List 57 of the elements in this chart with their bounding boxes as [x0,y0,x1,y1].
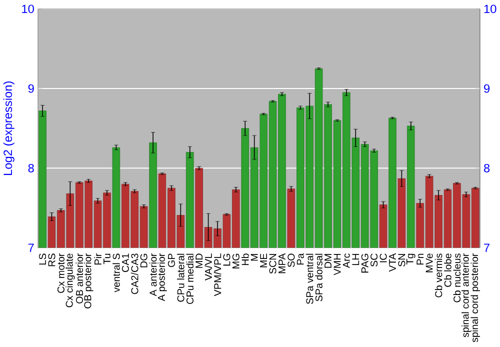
x-tick-label: VMH [334,254,341,276]
x-tick-label: SN [398,254,406,267]
y-tick-label: 7 [28,244,34,252]
x-tick-label: IC [380,254,387,262]
x-tick-label: SPa dorsal [315,254,322,302]
x-tick-label: LS [39,254,46,265]
x-tick-label: VPM/VPL [214,254,222,296]
x-tick-label: DG [140,254,148,268]
x-tick-label: Pa [296,253,304,265]
x-tick-label: SCN [269,254,276,274]
x-tick-label: spinal cord posterior [470,253,480,342]
x-tick-label: Pn [416,254,424,265]
x-tick-label: OB anterior [76,253,84,304]
x-tick-label: Cx motor [57,253,64,293]
x-tick-label: MVe [426,254,433,272]
x-tick-label: Pir [94,253,102,265]
y2-tick-label: 7 [484,244,490,252]
x-tick-label: VTA [389,253,396,272]
x-tick-label: DM [324,254,332,268]
y2-tick-label: 9 [484,84,490,93]
x-tick-label: RS [48,254,56,266]
x-tick-label: Cx cingulate [66,254,75,308]
x-tick-label: MG [232,254,240,268]
y-tick-label: 10 [22,4,34,14]
x-tick-label: OB posterior [84,253,94,308]
x-tick-label: CA1 [122,254,129,272]
x-tick-label: SPa ventral [306,254,314,304]
x-tick-label: Tu [104,254,110,264]
x-tick-label: MPA [278,253,286,274]
x-tick-label: CPu medial [186,254,194,304]
x-tick-label: Hb [241,254,249,266]
y-tick-label: 9 [28,84,34,93]
x-tick-label: A anterior [149,253,157,296]
x-tick-label: PAG [361,254,368,273]
x-tick-label: CPu lateral [177,254,184,302]
x-tick-label: ME [260,254,267,268]
x-tick-label: MD [196,254,202,268]
y2-tick-label: 8 [484,164,490,172]
x-tick-label: CA2/CA3 [130,254,138,294]
y-tick-label: 8 [28,164,34,172]
x-tick-label: spinal cord anterior [462,253,471,338]
x-tick-label: M [250,254,258,261]
y-axis-title: Log2 (expression) [3,82,14,176]
x-tick-label: LG [223,254,230,266]
x-tick-label: Cb lobe [444,254,452,287]
x-tick-label: LH [352,254,360,266]
x-tick-label: Arc [342,254,350,268]
x-tick-label: Tg [406,254,416,265]
y2-tick-label: 10 [484,4,496,14]
x-tick-label: SO [288,254,295,268]
x-tick-label: GP [168,254,175,268]
x-tick-label: SC [370,254,378,267]
x-tick-label: Cb vermis [434,254,442,298]
x-tick-label: A posterior [158,253,167,302]
x-tick-label: Cb nucleus [453,254,461,302]
x-tick-label: ventral S [112,254,120,292]
x-tick-label: VA/VL [204,254,212,281]
